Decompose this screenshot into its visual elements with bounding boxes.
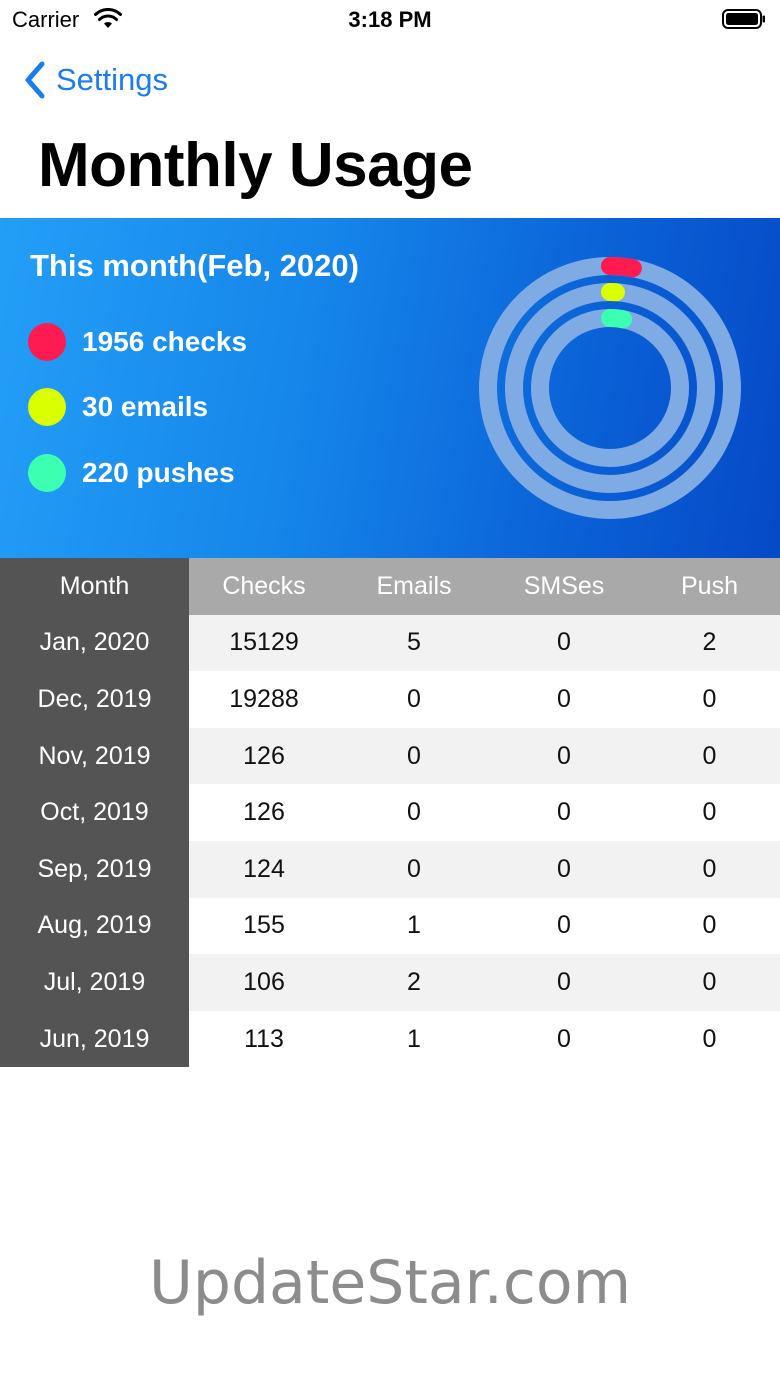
emails-dot-icon	[28, 388, 66, 426]
cell-checks: 113	[189, 1010, 339, 1068]
cell-emails: 0	[339, 784, 489, 841]
checks-ring-progress	[479, 257, 741, 519]
cell-smses: 0	[489, 897, 639, 955]
back-button[interactable]: Settings	[22, 58, 168, 102]
cell-emails: 1	[339, 1010, 489, 1068]
status-bar: Carrier 3:18 PM	[0, 0, 780, 40]
pushes-ring-progress	[531, 309, 689, 467]
clock: 3:18 PM	[348, 7, 432, 32]
table-row: Dec, 2019 19288 0 0 0	[0, 671, 780, 728]
pushes-ring-track	[531, 309, 689, 467]
cell-emails: 2	[339, 954, 489, 1011]
legend-checks-label: 1956 checks	[82, 326, 248, 357]
carrier-label: Carrier	[12, 7, 80, 32]
back-label: Settings	[56, 62, 169, 97]
usage-table: Month Checks Emails SMSes Push Jan, 2020…	[0, 558, 780, 1068]
cell-month: Aug, 2019	[0, 897, 189, 955]
cell-checks: 126	[189, 784, 339, 841]
cell-emails: 5	[339, 614, 489, 672]
checks-dot-icon	[28, 323, 66, 361]
pushes-dot-icon	[28, 454, 66, 492]
watermark: UpdateStar.com	[148, 1248, 632, 1318]
page-title: Monthly Usage	[38, 131, 473, 200]
battery-icon	[722, 9, 765, 29]
table-row: Aug, 2019 155 1 0 0	[0, 897, 780, 955]
cell-push: 0	[639, 671, 780, 728]
cell-emails: 0	[339, 727, 489, 785]
cell-checks: 106	[189, 954, 339, 1011]
cell-emails: 0	[339, 840, 489, 898]
cell-month: Sep, 2019	[0, 840, 189, 898]
table-body: Jan, 2020 15129 5 0 2 Dec, 2019 19288 0 0 0 Nov, 2…	[0, 614, 780, 1068]
cell-push: 0	[639, 954, 780, 1011]
header-month: Month	[0, 558, 189, 615]
wifi-icon	[94, 8, 122, 28]
cell-smses: 0	[489, 671, 639, 728]
table-row: Nov, 2019 126 0 0 0	[0, 727, 780, 785]
summary-banner: This month(Feb, 2020) 1956 checks 30 ema…	[0, 218, 780, 558]
cell-checks: 155	[189, 897, 339, 955]
legend-emails-label: 30 emails	[82, 391, 209, 422]
header-smses: SMSes	[489, 558, 639, 615]
cell-smses: 0	[489, 784, 639, 841]
header-emails: Emails	[339, 558, 489, 615]
emails-ring-progress	[505, 283, 715, 493]
table-row: Oct, 2019 126 0 0 0	[0, 784, 780, 841]
chevron-left-icon	[25, 61, 45, 99]
cell-month: Jun, 2019	[0, 1010, 189, 1068]
summary-title: This month(Feb, 2020)	[30, 248, 359, 283]
cell-push: 0	[639, 727, 780, 785]
legend-emails: 30 emails	[28, 387, 208, 427]
cell-smses: 0	[489, 614, 639, 672]
table-row: Jun, 2019 113 1 0 0	[0, 1010, 780, 1068]
cell-emails: 0	[339, 671, 489, 728]
table-row: Sep, 2019 124 0 0 0	[0, 840, 780, 898]
cell-month: Jul, 2019	[0, 954, 189, 1011]
legend-pushes: 220 pushes	[28, 453, 235, 493]
cell-month: Nov, 2019	[0, 727, 189, 785]
checks-ring-track	[479, 257, 741, 519]
cell-smses: 0	[489, 840, 639, 898]
cell-month: Dec, 2019	[0, 671, 189, 728]
cell-push: 2	[639, 614, 780, 672]
cell-checks: 124	[189, 840, 339, 898]
cell-smses: 0	[489, 954, 639, 1011]
table-header-row: Month Checks Emails SMSes Push	[0, 558, 780, 615]
cell-checks: 19288	[189, 671, 339, 728]
table-row: Jul, 2019 106 2 0 0	[0, 954, 780, 1011]
header-checks: Checks	[189, 558, 339, 615]
cell-checks: 126	[189, 727, 339, 785]
cell-smses: 0	[489, 727, 639, 785]
cell-push: 0	[639, 1010, 780, 1068]
cell-emails: 1	[339, 897, 489, 955]
table-row: Jan, 2020 15129 5 0 2	[0, 614, 780, 672]
legend-pushes-label: 220 pushes	[82, 457, 235, 488]
legend-checks: 1956 checks	[28, 322, 247, 362]
cell-push: 0	[639, 840, 780, 898]
cell-smses: 0	[489, 1010, 639, 1068]
cell-month: Oct, 2019	[0, 784, 189, 841]
cell-push: 0	[639, 897, 780, 955]
cell-checks: 15129	[189, 614, 339, 672]
usage-rings	[479, 257, 741, 519]
header-push: Push	[639, 558, 780, 615]
cell-push: 0	[639, 784, 780, 841]
cell-month: Jan, 2020	[0, 614, 189, 672]
